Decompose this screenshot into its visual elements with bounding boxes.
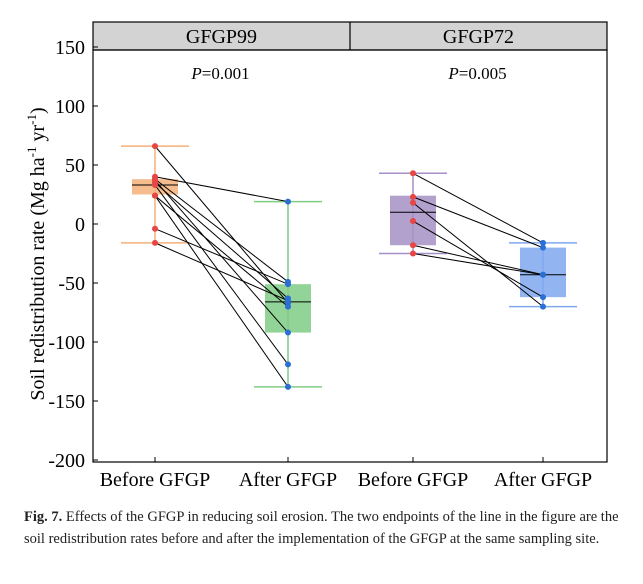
after-point [285,281,291,288]
y-tick-label: -50 [58,273,85,295]
p-value-label: P=0.005 [447,64,506,83]
pair-line [412,253,544,276]
plot-frame [92,49,608,463]
y-tick-label: 50 [65,155,85,177]
figure-caption: Fig. 7. Effects of the GFGP in reducing … [24,506,624,550]
after-point [285,383,291,390]
before-point [410,199,416,206]
panel-title: GFGP72 [443,26,514,48]
paired-boxplot-chart: 150 100 50 0 -50 -100 -150 -200 Before GFGP After… [24,21,608,491]
after-point [285,303,291,310]
caption-text: Effects of the GFGP in reducing soil ero… [24,509,619,547]
x-tick-label: Before GFGP [100,469,211,491]
before-point [410,193,416,200]
before-point [152,225,158,232]
pair-line [154,242,289,302]
pair-line [154,145,289,304]
x-tick-label: Before GFGP [358,469,469,491]
y-tick-label: 100 [55,96,85,118]
after-point [540,303,546,310]
y-tick-label: 0 [75,214,85,236]
before-point [152,239,158,246]
y-tick-label: 150 [55,37,85,59]
after-point [540,271,546,278]
pair-line [412,196,544,249]
after-point [285,361,291,368]
x-tick-label: After GFGP [494,469,592,491]
y-tick-label: -200 [48,450,85,472]
y-tick-label: -150 [48,391,85,413]
x-tick-label: After GFGP [239,469,337,491]
pair-line [154,195,289,388]
after-point [285,198,291,205]
before-point [152,182,158,189]
p-value-label: P=0.001 [190,64,249,83]
before-point [152,143,158,150]
pair-line [154,178,289,283]
caption-label: Fig. 7. [24,509,63,525]
after-point [285,297,291,304]
after-point [540,294,546,301]
after-point [540,239,546,246]
after-point [540,244,546,251]
pair-line [412,220,544,298]
before-point [152,192,158,199]
pair-line [154,228,289,285]
before-point [410,242,416,249]
pair-line [154,176,289,203]
pair-line [412,244,544,276]
y-tick-label: -100 [48,332,85,354]
pair-line [154,195,289,307]
pair-line [154,184,289,365]
pair-line [412,172,544,244]
before-point [410,250,416,257]
pair-line [412,202,544,307]
y-axis-label: Soil redistribution rate (Mg ha-1 yr-1) [24,107,49,400]
after-point [285,329,291,336]
before-point [410,218,416,225]
pair-line [154,182,289,299]
before-point [410,170,416,177]
panel-title: GFGP99 [186,26,257,48]
